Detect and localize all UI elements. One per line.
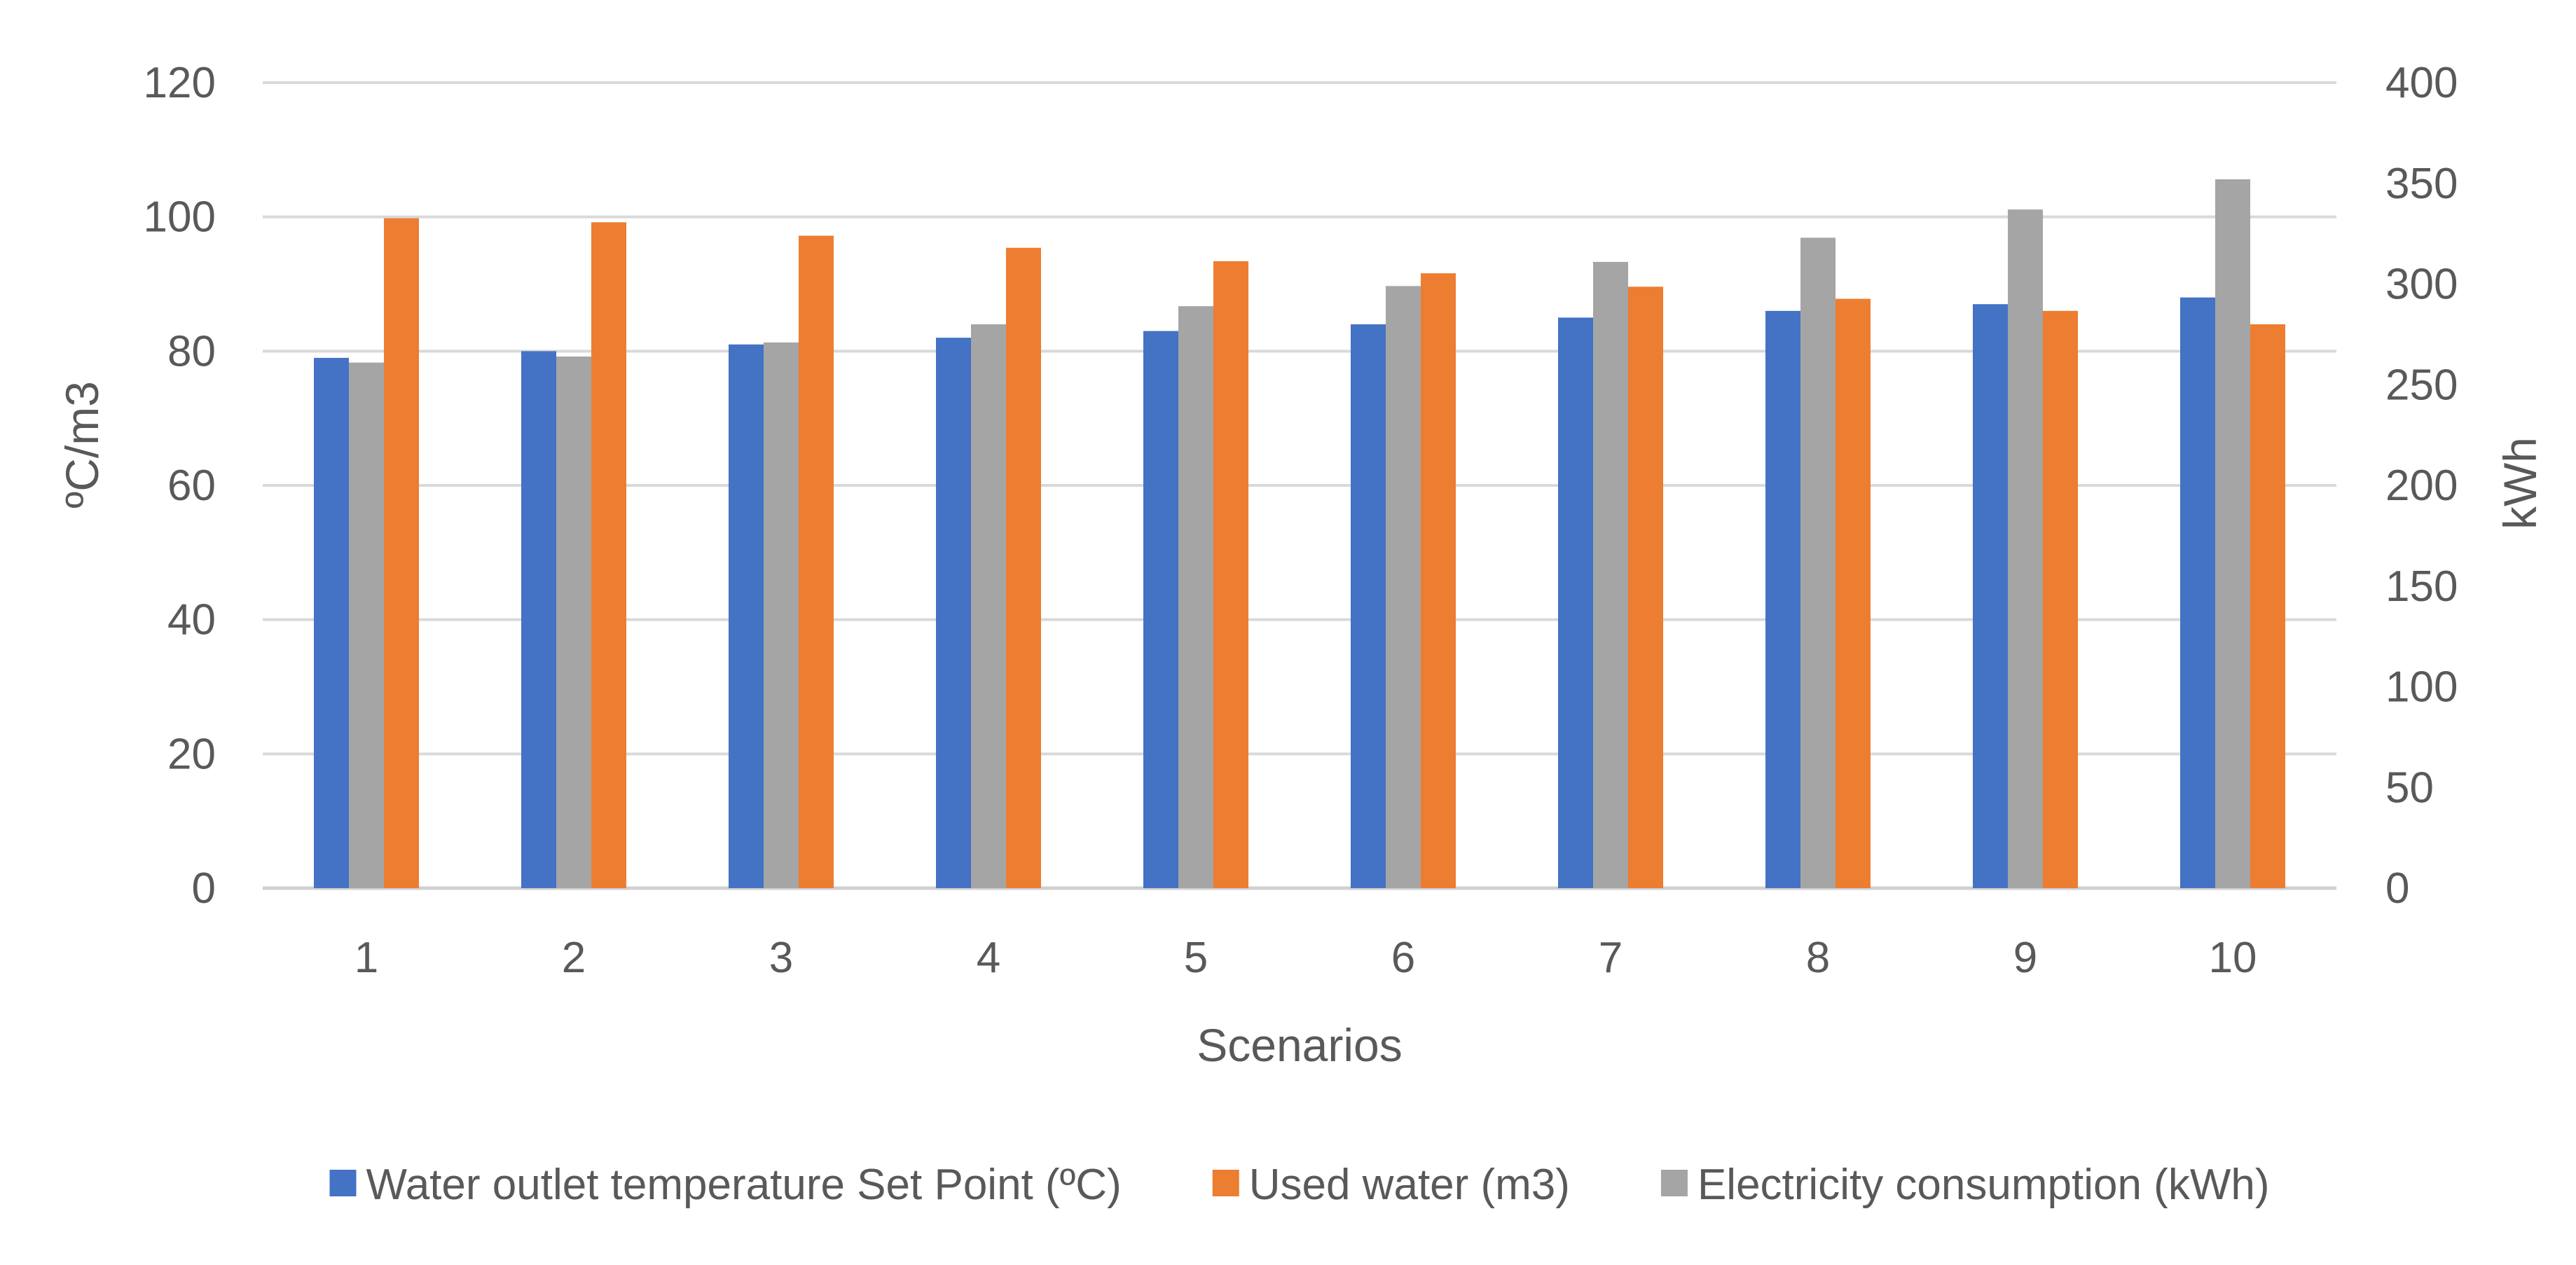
x-tick-label: 4 <box>977 934 1000 982</box>
bar-water <box>2180 297 2215 889</box>
legend: Water outlet temperature Set Point (ºC) U… <box>329 1161 2270 1209</box>
bar-used <box>384 218 419 888</box>
bar-used <box>1835 298 1871 888</box>
y-tick-label: 120 <box>144 59 216 107</box>
y2-tick-label: 350 <box>2385 160 2458 208</box>
bar-used <box>1213 261 1248 889</box>
x-tick-label: 7 <box>1599 934 1623 982</box>
y-tick-label: 80 <box>167 327 216 375</box>
bar-electricity <box>971 324 1006 888</box>
x-tick-label: 10 <box>2209 934 2257 982</box>
bar-used <box>1628 286 1663 888</box>
bar-electricity <box>2008 209 2043 888</box>
bar-electricity <box>1178 306 1213 888</box>
bar-electricity <box>2215 179 2250 888</box>
y-axis-right: 0 50 100 150 200 250 300 350 400 <box>2385 59 2458 913</box>
bar-water <box>729 344 764 888</box>
bar-electricity <box>1386 286 1421 888</box>
y2-tick-label: 0 <box>2385 864 2409 913</box>
bars <box>314 179 2285 889</box>
y2-tick-label: 250 <box>2385 361 2458 409</box>
legend-swatch <box>1660 1170 1688 1196</box>
bar-used <box>1006 247 1041 888</box>
x-axis-title: Scenarios <box>1197 1019 1403 1071</box>
x-tick-label: 1 <box>354 934 378 982</box>
bar-electricity <box>1800 237 1835 888</box>
x-tick-label: 8 <box>1806 934 1830 982</box>
bar-electricity <box>556 357 591 888</box>
bar-used <box>2250 324 2285 888</box>
legend-swatch <box>329 1170 357 1196</box>
y-tick-label: 100 <box>144 193 216 242</box>
y2-tick-label: 100 <box>2385 663 2458 712</box>
bar-water <box>1973 304 2008 888</box>
legend-swatch <box>1212 1170 1239 1196</box>
x-tick-label: 6 <box>1391 934 1415 982</box>
bar-water <box>1143 331 1178 888</box>
y2-tick-label: 150 <box>2385 562 2458 611</box>
legend-label: Water outlet temperature Set Point (ºC) <box>366 1161 1122 1209</box>
bar-electricity <box>1593 261 1628 888</box>
bar-used <box>2043 310 2078 888</box>
y-axis-left-title: ºC/m3 <box>56 381 108 509</box>
bar-used <box>591 222 626 888</box>
y2-tick-label: 50 <box>2385 763 2434 812</box>
bar-water <box>1351 324 1386 888</box>
x-tick-label: 9 <box>2013 934 2037 982</box>
y-tick-label: 0 <box>192 864 216 913</box>
x-tick-label: 5 <box>1184 934 1208 982</box>
bar-electricity <box>764 342 799 888</box>
bar-used <box>799 235 834 888</box>
x-tick-label: 2 <box>562 934 586 982</box>
x-tick-label: 3 <box>769 934 793 982</box>
legend-label: Electricity consumption (kWh) <box>1697 1161 2270 1209</box>
legend-label: Used water (m3) <box>1249 1161 1570 1209</box>
y-tick-label: 60 <box>167 462 216 510</box>
y2-tick-label: 400 <box>2385 59 2458 107</box>
bar-water <box>521 351 556 888</box>
y-axis-left: 0 20 40 60 80 100 120 <box>144 59 216 913</box>
bar-electricity <box>349 362 384 888</box>
bar-water <box>1765 310 1800 888</box>
y2-tick-label: 200 <box>2385 462 2458 510</box>
x-axis: 1 2 3 4 5 6 7 8 9 10 <box>354 934 2257 982</box>
y-tick-label: 40 <box>167 596 216 644</box>
bar-water <box>936 338 971 889</box>
y-axis-right-title: kWh <box>2494 437 2546 530</box>
y-tick-label: 20 <box>167 730 216 778</box>
bar-water <box>1558 317 1593 889</box>
y2-tick-label: 300 <box>2385 261 2458 309</box>
bar-used <box>1421 273 1456 889</box>
bar-water <box>314 357 349 889</box>
